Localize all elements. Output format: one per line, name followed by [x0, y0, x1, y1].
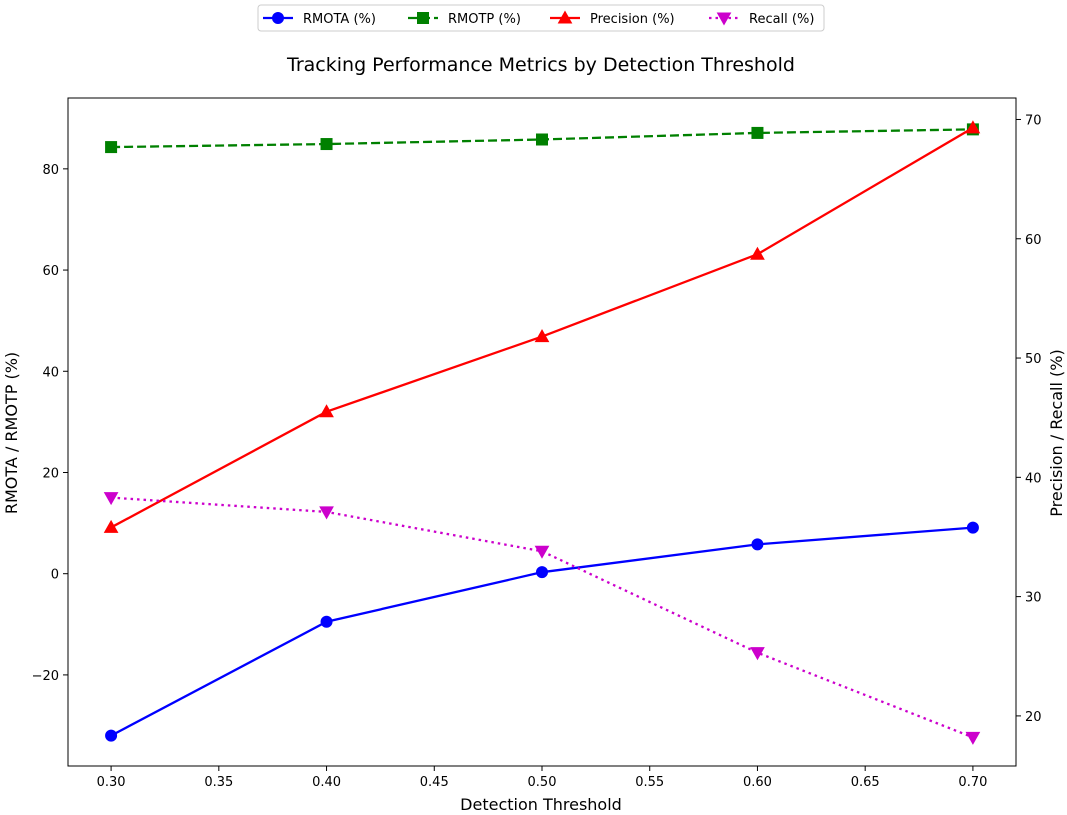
series-line-recall — [111, 496, 974, 739]
x-tick-label: 0.35 — [204, 775, 233, 790]
data-point-precision — [750, 246, 765, 260]
data-point-recall — [103, 492, 119, 506]
x-tick-label: 0.65 — [851, 775, 880, 790]
data-point-rmotp — [105, 141, 118, 154]
x-tick-label: 0.30 — [97, 775, 126, 790]
legend-item-rmota: RMOTA (%) — [263, 12, 376, 27]
data-point-precision — [965, 120, 981, 134]
data-point-precision — [534, 329, 550, 343]
legend-label: RMOTP (%) — [448, 12, 521, 27]
data-point-rmota — [966, 521, 979, 534]
data-point-rmota — [751, 538, 764, 551]
data-point-recall — [965, 731, 981, 745]
x-tick-label: 0.40 — [312, 775, 341, 790]
legend-label: Recall (%) — [749, 12, 814, 27]
y-left-tick-label: 0 — [51, 568, 59, 583]
legend-item-recall: Recall (%) — [709, 12, 814, 27]
x-tick-label: 0.70 — [958, 775, 987, 790]
data-point-rmota — [320, 615, 333, 628]
legend-marker — [417, 12, 429, 24]
data-point-rmota — [105, 729, 118, 742]
data-point-recall — [319, 506, 334, 520]
legend-label: Precision (%) — [590, 12, 675, 27]
y-right-tick-label: 70 — [1025, 113, 1042, 128]
y-left-tick-label: 60 — [42, 264, 59, 279]
plot-area — [103, 120, 981, 745]
data-point-recall — [750, 647, 765, 661]
y-right-tick-label: 60 — [1025, 233, 1042, 248]
x-tick-label: 0.45 — [420, 775, 449, 790]
y-axis-right-title: Precision / Recall (%) — [1047, 349, 1066, 516]
data-point-recall — [534, 545, 550, 559]
legend-label: RMOTA (%) — [303, 12, 376, 27]
y-left-tick-label: 20 — [42, 466, 59, 481]
y-left-tick-label: −20 — [32, 669, 59, 684]
data-point-rmotp — [536, 133, 548, 146]
legend-item-rmotp: RMOTP (%) — [408, 12, 521, 27]
legend-marker — [272, 12, 284, 24]
data-point-precision — [103, 519, 119, 533]
x-tick-label: 0.50 — [528, 775, 557, 790]
x-tick-label: 0.55 — [635, 775, 664, 790]
y-right-tick-label: 30 — [1025, 591, 1042, 606]
data-point-rmotp — [320, 138, 333, 151]
chart-title: Tracking Performance Metrics by Detectio… — [286, 54, 795, 76]
data-point-rmota — [536, 566, 548, 579]
axes: 0.30 0.35 0.40 0.45 0.50 0.55 0.60 0.65 0.70 −20 0… — [32, 97, 1042, 790]
y-left-tick-label: 80 — [42, 163, 59, 178]
legend-marker — [716, 12, 732, 26]
y-right-tick-label: 20 — [1025, 710, 1042, 725]
legend-box — [257, 4, 825, 32]
y-axis-left-title: RMOTA / RMOTP (%) — [2, 352, 21, 514]
data-point-precision — [319, 404, 334, 418]
series-line-rmota — [110, 526, 973, 737]
y-left-tick-label: 40 — [42, 365, 59, 380]
x-tick-label: 0.60 — [743, 775, 772, 790]
y-right-tick-label: 40 — [1025, 471, 1042, 486]
x-axis-title: Detection Threshold — [460, 795, 622, 814]
data-point-rmotp — [751, 126, 764, 139]
y-right-tick-label: 50 — [1025, 352, 1042, 367]
legend-marker — [557, 10, 573, 24]
series-line-precision — [110, 126, 974, 529]
legend-item-precision: Precision (%) — [550, 10, 675, 27]
plot-frame — [67, 97, 1017, 767]
legend: RMOTA (%) RMOTP (%) Precision (%) Recall (%… — [257, 4, 825, 32]
